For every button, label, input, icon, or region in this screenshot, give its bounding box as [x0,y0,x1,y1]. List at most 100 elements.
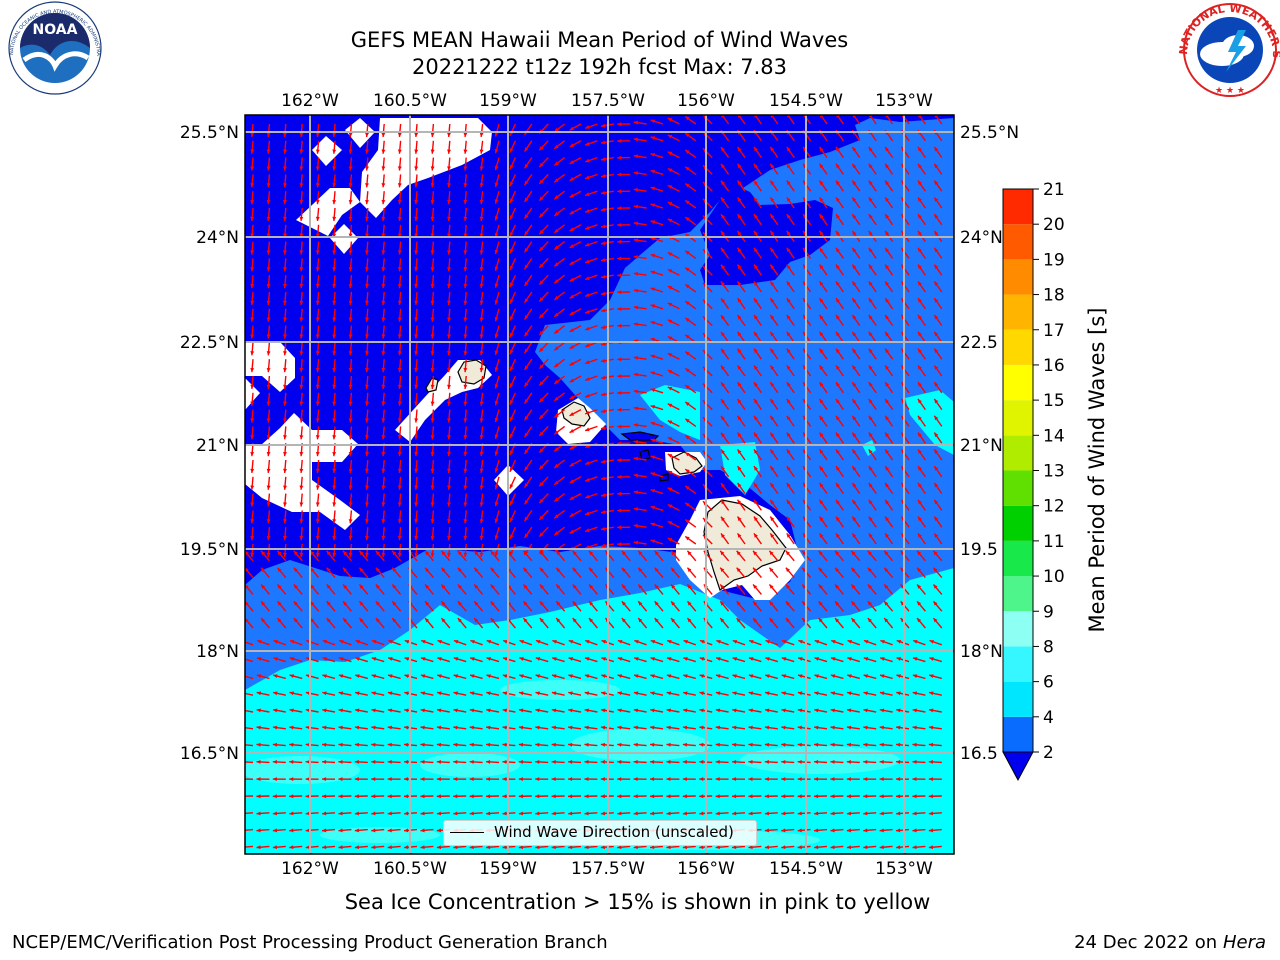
lat-tick-left: 24°N [196,228,239,248]
wave-direction-arrow [509,174,517,187]
wave-direction-arrow [365,392,369,406]
wave-direction-arrow [381,224,386,238]
wave-direction-arrow [342,567,352,579]
wave-direction-arrow [538,325,549,336]
wave-direction-arrow [769,297,779,310]
wave-direction-arrow [276,583,287,595]
wave-direction-arrow [736,550,746,562]
colorbar-tick-label: 8 [1043,637,1054,657]
wave-direction-arrow [868,499,877,511]
wave-direction-arrow [569,392,582,400]
wave-direction-arrow [933,314,943,327]
lat-tick-right: 21°N [960,436,1003,456]
wave-direction-arrow [670,550,680,562]
wave-direction-arrow [289,708,303,713]
wave-direction-arrow [358,550,369,562]
wave-direction-arrow [732,691,746,696]
wave-direction-arrow [414,140,419,154]
wave-direction-arrow [752,600,762,612]
wave-direction-arrow [315,493,320,507]
wave-direction-arrow [371,742,385,747]
wave-direction-arrow [617,306,631,311]
wave-direction-arrow [348,174,353,188]
wave-direction-arrow [266,275,271,289]
chart-title: GEFS MEAN Hawaii Mean Period of Wind Wav… [350,28,849,52]
wave-direction-arrow [863,691,877,696]
island-oahu [561,401,591,427]
wave-direction-arrow [786,247,795,259]
wave-direction-arrow [322,657,336,663]
wave-direction-arrow [569,324,582,333]
wave-direction-arrow [769,381,779,394]
wave-direction-arrow [266,543,271,558]
wave-direction-arrow [567,845,582,850]
wave-direction-arrow [868,247,877,259]
wave-direction-arrow [667,352,680,360]
wave-direction-arrow [375,617,385,629]
wave-direction-arrow [414,224,419,238]
wave-direction-arrow [835,465,844,478]
wave-direction-arrow [569,140,582,148]
wave-direction-arrow [397,493,402,507]
wave-direction-arrow [584,392,598,398]
wave-direction-arrow [851,146,861,159]
wave-direction-arrow [305,777,319,782]
wave-direction-arrow [846,845,860,850]
wave-direction-arrow [786,331,795,343]
legend-text: Wind Wave Direction (unscaled) [494,823,734,841]
wave-direction-arrow [650,169,664,176]
wave-direction-arrow [588,617,598,629]
wave-direction-arrow [348,140,353,154]
wave-direction-arrow [617,759,631,764]
wave-direction-arrow [781,828,795,833]
wave-direction-arrow [736,196,746,209]
wave-direction-arrow [289,794,303,799]
wave-direction-arrow [731,845,746,850]
wave-direction-arrow [818,297,828,310]
wave-direction-arrow [748,725,762,730]
wave-direction-arrow [502,657,516,663]
wave-direction-arrow [569,291,582,299]
wave-direction-arrow [785,583,795,595]
wave-direction-arrow [732,674,746,680]
wave-direction-arrow [420,674,434,680]
wave-direction-arrow [332,291,337,306]
wave-direction-arrow [538,140,549,151]
wave-direction-arrow [348,157,353,171]
svg-text:★ ★ ★: ★ ★ ★ [1215,86,1245,96]
wave-direction-arrow [781,708,795,713]
wave-direction-arrow [299,325,304,339]
wave-direction-arrow [469,794,483,799]
wave-direction-arrow [348,275,353,289]
wave-direction-arrow [769,364,779,377]
wave-direction-arrow [283,258,287,272]
wave-direction-arrow [617,657,631,663]
wave-direction-arrow [753,432,762,444]
wave-direction-arrow [553,224,566,234]
wave-direction-arrow [769,415,779,427]
wave-direction-arrow [667,386,680,394]
wave-direction-arrow [666,708,680,713]
wave-direction-arrow [371,708,385,713]
wave-direction-arrow [584,341,598,348]
wave-direction-arrow [572,583,582,595]
wave-direction-arrow [753,381,762,394]
wave-direction-arrow [928,811,942,816]
wave-direction-arrow [846,691,860,696]
wave-direction-arrow [494,308,500,322]
wave-direction-arrow [553,459,566,469]
wave-direction-arrow [932,583,943,595]
wave-direction-arrow [463,359,468,373]
wave-direction-arrow [634,639,647,646]
wave-direction-arrow [457,550,467,562]
lat-tick-left: 25.5°N [180,123,239,143]
wave-direction-arrow [850,583,861,595]
wave-direction-arrow [584,691,598,696]
wave-direction-arrow [299,409,304,423]
wave-direction-arrow [485,742,500,747]
wave-direction-arrow [933,432,943,444]
wave-direction-arrow [916,617,926,629]
colorbar-tick-label: 20 [1043,215,1065,235]
wave-direction-arrow [650,203,664,209]
wave-direction-arrow [851,213,861,226]
